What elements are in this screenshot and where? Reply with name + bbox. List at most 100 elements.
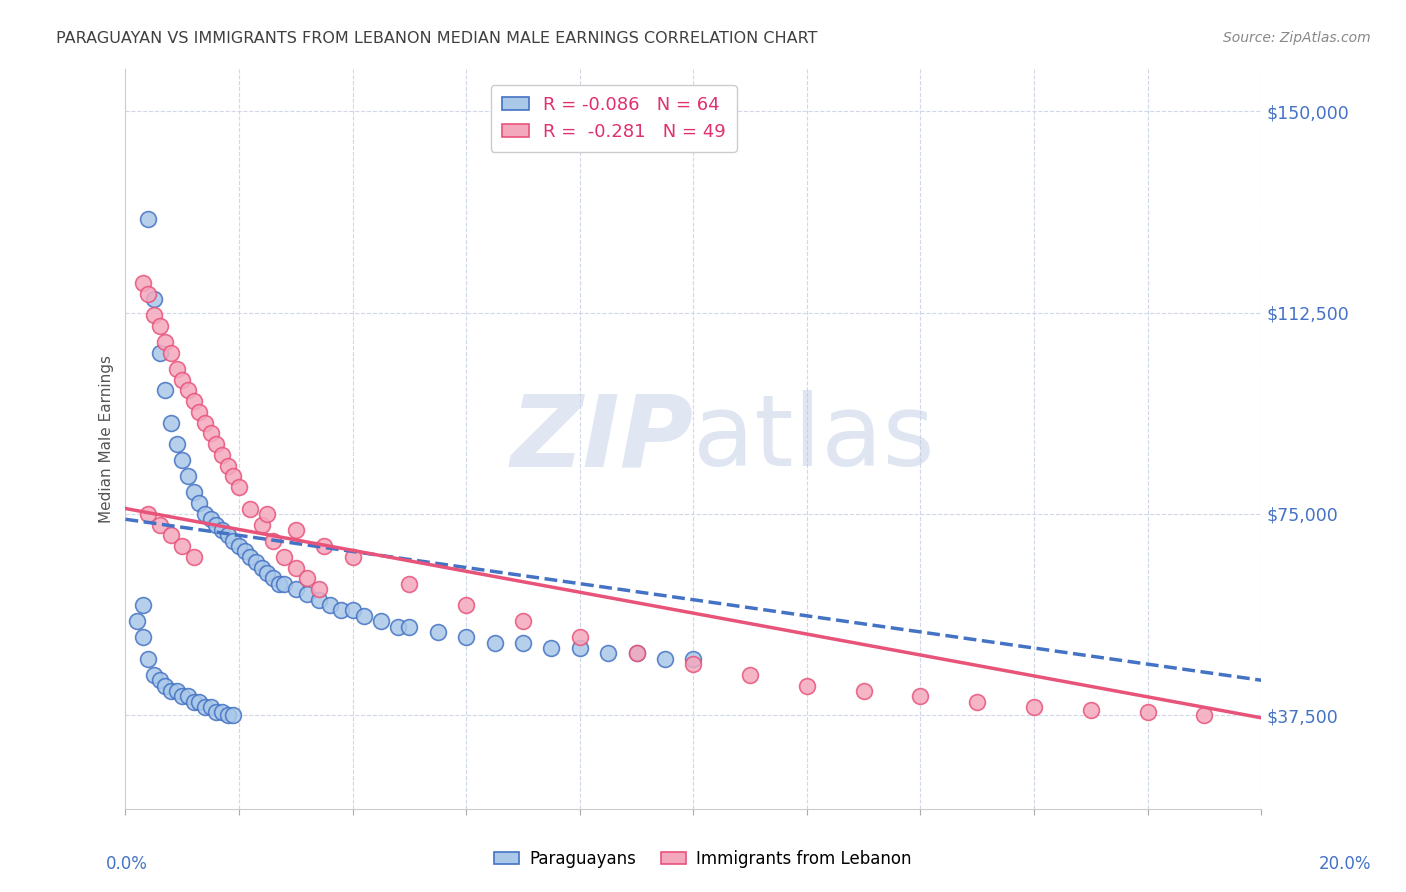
Point: [205, 706, 228, 720]
Point: [456, 630, 478, 644]
Point: [125, 614, 148, 628]
Point: [200, 700, 222, 714]
Point: [456, 598, 478, 612]
Point: [172, 539, 194, 553]
Point: [131, 276, 153, 290]
Point: [682, 652, 704, 666]
Point: [966, 695, 988, 709]
Point: [370, 614, 392, 628]
Point: [1136, 706, 1159, 720]
Point: [160, 416, 183, 430]
Point: [295, 571, 318, 585]
Point: [217, 708, 239, 723]
Point: [155, 384, 177, 398]
Point: [222, 469, 245, 483]
Point: [540, 640, 562, 655]
Point: [626, 647, 648, 661]
Point: [172, 373, 194, 387]
Point: [284, 560, 307, 574]
Point: [136, 507, 159, 521]
Point: [284, 582, 307, 596]
Point: [172, 453, 194, 467]
Point: [426, 624, 449, 639]
Point: [568, 640, 591, 655]
Point: [160, 346, 183, 360]
Point: [183, 485, 205, 500]
Text: Source: ZipAtlas.com: Source: ZipAtlas.com: [1223, 31, 1371, 45]
Point: [136, 211, 159, 226]
Point: [183, 549, 205, 564]
Point: [183, 695, 205, 709]
Point: [217, 458, 239, 473]
Point: [222, 708, 245, 723]
Point: [626, 647, 648, 661]
Point: [211, 523, 233, 537]
Point: [188, 496, 211, 510]
Point: [796, 679, 818, 693]
Text: atlas: atlas: [693, 391, 935, 487]
Point: [740, 668, 762, 682]
Point: [155, 679, 177, 693]
Point: [205, 437, 228, 451]
Point: [682, 657, 704, 672]
Point: [398, 576, 420, 591]
Point: [228, 539, 250, 553]
Point: [183, 394, 205, 409]
Text: ZIP: ZIP: [510, 391, 693, 487]
Point: [217, 528, 239, 542]
Point: [267, 576, 290, 591]
Text: PARAGUAYAN VS IMMIGRANTS FROM LEBANON MEDIAN MALE EARNINGS CORRELATION CHART: PARAGUAYAN VS IMMIGRANTS FROM LEBANON ME…: [56, 31, 818, 46]
Point: [136, 652, 159, 666]
Point: [160, 528, 183, 542]
Point: [273, 549, 295, 564]
Point: [910, 690, 932, 704]
Point: [211, 706, 233, 720]
Point: [211, 448, 233, 462]
Point: [262, 571, 284, 585]
Point: [484, 635, 506, 649]
Point: [512, 614, 534, 628]
Point: [205, 517, 228, 532]
Text: 20.0%: 20.0%: [1319, 855, 1371, 872]
Point: [188, 695, 211, 709]
Point: [160, 684, 183, 698]
Point: [142, 309, 165, 323]
Point: [273, 576, 295, 591]
Point: [177, 690, 200, 704]
Point: [330, 603, 353, 617]
Point: [194, 700, 217, 714]
Point: [256, 566, 278, 580]
Legend: R = -0.086   N = 64, R =  -0.281   N = 49: R = -0.086 N = 64, R = -0.281 N = 49: [491, 85, 737, 152]
Point: [239, 501, 262, 516]
Point: [228, 480, 250, 494]
Point: [172, 690, 194, 704]
Point: [194, 416, 217, 430]
Point: [222, 533, 245, 548]
Point: [148, 319, 170, 334]
Point: [188, 405, 211, 419]
Point: [166, 437, 188, 451]
Point: [177, 384, 200, 398]
Point: [342, 603, 364, 617]
Point: [308, 592, 330, 607]
Point: [177, 469, 200, 483]
Point: [568, 630, 591, 644]
Point: [398, 619, 420, 633]
Point: [250, 560, 273, 574]
Point: [194, 507, 217, 521]
Point: [308, 582, 330, 596]
Point: [131, 598, 153, 612]
Point: [256, 507, 278, 521]
Point: [598, 647, 620, 661]
Point: [245, 555, 267, 569]
Point: [314, 539, 336, 553]
Point: [200, 426, 222, 441]
Point: [148, 346, 170, 360]
Point: [262, 533, 284, 548]
Point: [148, 517, 170, 532]
Point: [654, 652, 676, 666]
Point: [342, 549, 364, 564]
Point: [284, 523, 307, 537]
Point: [131, 630, 153, 644]
Point: [295, 587, 318, 601]
